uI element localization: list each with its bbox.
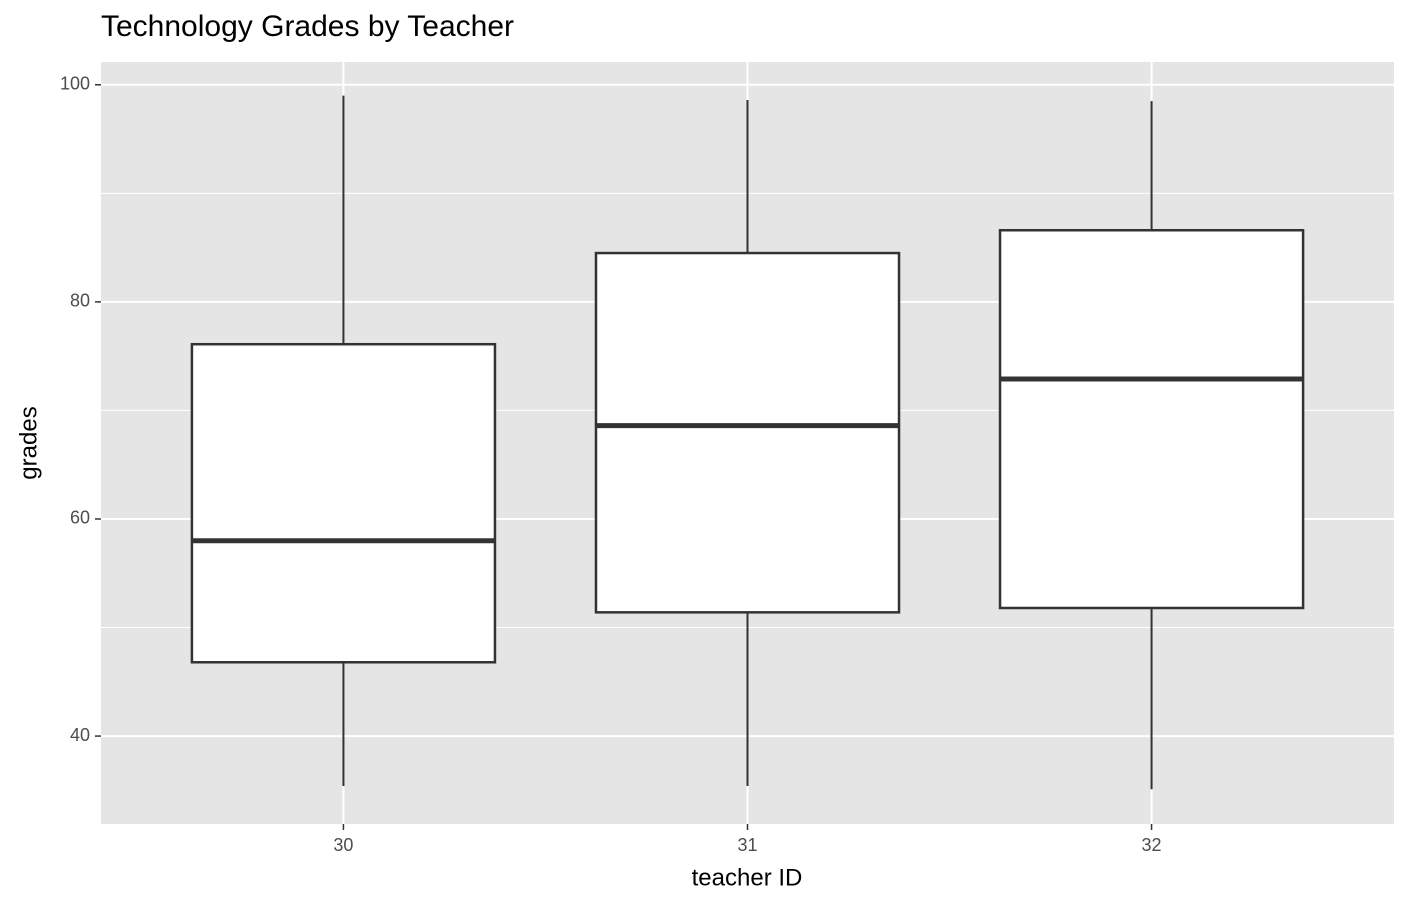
y-axis-label: grades: [15, 406, 42, 479]
y-tick-label: 100: [60, 74, 90, 94]
chart-title: Technology Grades by Teacher: [101, 10, 514, 43]
x-tick-label: 30: [333, 835, 353, 855]
box: [190, 342, 497, 664]
box: [594, 251, 901, 614]
x-tick-label: 32: [1142, 835, 1162, 855]
x-axis-label: teacher ID: [692, 864, 803, 891]
y-tick-label: 40: [70, 725, 90, 745]
y-tick-label: 80: [70, 291, 90, 311]
x-tick-label: 31: [737, 835, 757, 855]
y-tick-label: 60: [70, 508, 90, 528]
box: [998, 228, 1305, 610]
